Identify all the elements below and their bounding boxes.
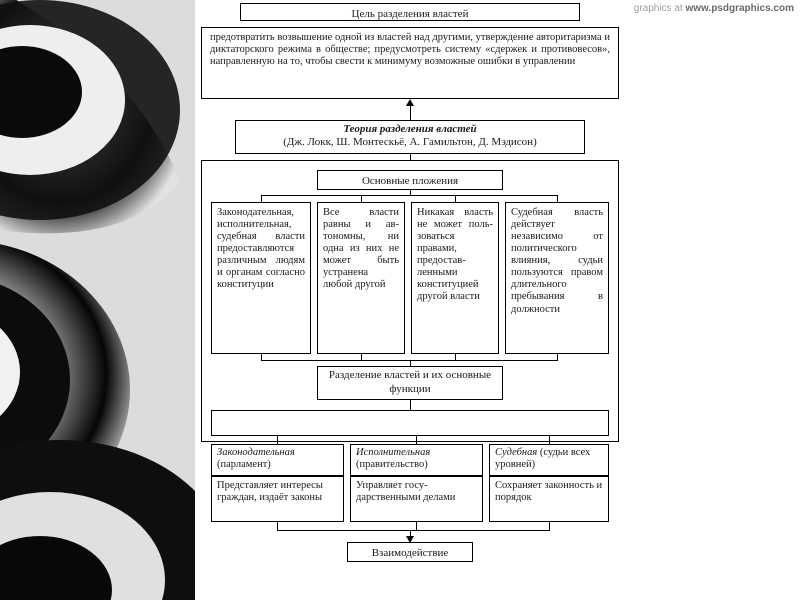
branch-1-function: Представляет ин­тересы граждан, издаёт з… bbox=[217, 480, 323, 503]
goal-body-box: предотвратить возвышение одной из власте… bbox=[201, 27, 619, 99]
position-2: Все власти равны и ав­тономны, ни одна и… bbox=[323, 207, 399, 290]
separation-box: Разделение властей и их основные функции bbox=[317, 366, 503, 400]
position-box-2: Все власти равны и ав­тономны, ни одна и… bbox=[317, 202, 405, 354]
conv2-h bbox=[277, 530, 550, 531]
branch-head-3: Судебная (судьи всех уровней) bbox=[489, 444, 609, 476]
fan1-h bbox=[261, 195, 558, 196]
fan2-d1 bbox=[277, 436, 278, 444]
branch-3-function: Сохраняет закон­ность и порядок bbox=[495, 480, 602, 503]
branch-1-name-italic: Законодатель­ная bbox=[217, 447, 295, 458]
fan1-d1 bbox=[261, 195, 262, 202]
position-box-1: Законода­тельная, ис­полнитель­ная, суде… bbox=[211, 202, 311, 354]
branch-3-name-italic: Судебная bbox=[495, 447, 537, 458]
connector-sep-inner bbox=[410, 400, 411, 410]
background-left-panel bbox=[0, 0, 195, 600]
fan1-d2 bbox=[361, 195, 362, 202]
branch-1-name-plain: (парламент) bbox=[217, 459, 271, 470]
watermark-prefix: graphics at bbox=[634, 3, 686, 14]
separation-label: Разделение властей и их основные функции bbox=[329, 369, 491, 395]
fan2-d2 bbox=[416, 436, 417, 444]
branch-2-function: Управляет госу­дарственными де­лами bbox=[356, 480, 455, 503]
branch-body-1: Представляет ин­тересы граждан, издаёт з… bbox=[211, 476, 344, 522]
fan1-d3 bbox=[455, 195, 456, 202]
theory-box: Теория разделения властей (Дж. Локк, Ш. … bbox=[235, 120, 585, 154]
arrow-up-icon bbox=[406, 99, 414, 106]
theory-authors: (Дж. Локк, Ш. Монтескьё, А. Гамильтон, Д… bbox=[283, 136, 536, 148]
main-positions-label-box: Основные пложения bbox=[317, 170, 503, 190]
branch-body-2: Управляет госу­дарственными де­лами bbox=[350, 476, 483, 522]
page-root: graphics at www.psdgraphics.com Цель раз… bbox=[0, 0, 800, 600]
goal-title: Цель разделения властей bbox=[352, 8, 469, 20]
fan2-d3 bbox=[549, 436, 550, 444]
main-positions-label: Основные пложения bbox=[362, 175, 458, 187]
conv2-d2 bbox=[416, 522, 417, 530]
branch-body-3: Сохраняет закон­ность и порядок bbox=[489, 476, 609, 522]
branch-2-name-plain: (правительство) bbox=[356, 459, 428, 470]
branch-head-2: Исполнительная (правительство) bbox=[350, 444, 483, 476]
position-3: Никакая власть не может поль­зоваться пр… bbox=[417, 207, 493, 302]
branch-head-1: Законодатель­ная (парламент) bbox=[211, 444, 344, 476]
interaction-label: Взаимодействие bbox=[372, 547, 449, 559]
position-4: Судебная власть действу­ет независимо от… bbox=[511, 207, 603, 315]
conv2-d1 bbox=[277, 522, 278, 530]
position-1: Законода­тельная, ис­полнитель­ная, суде… bbox=[217, 207, 305, 290]
theory-title: Теория разделения властей bbox=[343, 123, 476, 135]
goal-title-box: Цель разделения властей bbox=[240, 3, 580, 21]
interaction-box: Взаимодействие bbox=[347, 542, 473, 562]
position-box-3: Никакая власть не может поль­зоваться пр… bbox=[411, 202, 499, 354]
fan1-d4 bbox=[557, 195, 558, 202]
watermark-url: www.psdgraphics.com bbox=[685, 3, 794, 14]
conv2-d3 bbox=[549, 522, 550, 530]
inner-frame bbox=[211, 410, 609, 436]
watermark: graphics at www.psdgraphics.com bbox=[634, 3, 794, 14]
abstract-rings-svg bbox=[0, 0, 195, 600]
branch-2-name-italic: Исполнительная bbox=[356, 447, 430, 458]
goal-body: предотвратить возвышение одной из власте… bbox=[210, 32, 610, 67]
position-box-4: Судебная власть действу­ет независимо от… bbox=[505, 202, 609, 354]
diagram-container: Цель разделения властей предотвратить во… bbox=[195, 0, 625, 600]
